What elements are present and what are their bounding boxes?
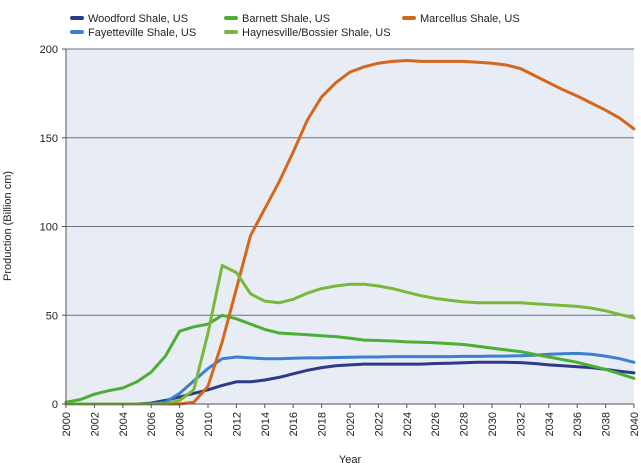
x-tick-label: 2010 xyxy=(203,412,215,436)
x-axis-title: Year xyxy=(339,454,362,466)
x-tick-label: 2008 xyxy=(175,412,187,436)
x-tick-label: 2024 xyxy=(402,412,414,436)
x-tick-label: 2022 xyxy=(373,412,385,436)
legend-label: Fayetteville Shale, US xyxy=(88,27,196,39)
gridlines xyxy=(66,48,634,316)
x-tick-label: 2040 xyxy=(629,412,641,436)
y-axis-ticks: 0 50 100 150 200 xyxy=(40,44,66,411)
x-tick-label: 2030 xyxy=(487,412,499,436)
x-axis-ticks: 2000 2002 2004 2006 2008 2010 2012 2014 2016 2018… xyxy=(61,404,641,436)
x-tick-label: 2038 xyxy=(601,412,613,436)
legend-label: Woodford Shale, US xyxy=(88,13,188,25)
x-tick-label: 2016 xyxy=(288,412,300,436)
x-tick-label: 2018 xyxy=(317,412,329,436)
legend-label: Haynesville/Bossier Shale, US xyxy=(242,27,391,39)
x-tick-label: 2036 xyxy=(572,412,584,436)
y-tick-label: 150 xyxy=(40,133,58,145)
x-tick-label: 2012 xyxy=(231,412,243,436)
x-tick-label: 2006 xyxy=(146,412,158,436)
legend-label: Marcellus Shale, US xyxy=(420,13,520,25)
y-tick-label: 50 xyxy=(46,310,58,322)
y-tick-label: 0 xyxy=(52,399,58,411)
x-tick-label: 2026 xyxy=(430,412,442,436)
x-tick-label: 2002 xyxy=(89,412,101,436)
x-tick-label: 2034 xyxy=(544,412,556,436)
legend: Woodford Shale, US Fayetteville Shale, US… xyxy=(70,13,520,39)
y-tick-label: 200 xyxy=(40,44,58,56)
x-tick-label: 2020 xyxy=(345,412,357,436)
x-tick-label: 2004 xyxy=(118,412,130,436)
series-line-2 xyxy=(64,313,636,404)
y-tick-label: 100 xyxy=(40,222,58,234)
legend-label: Barnett Shale, US xyxy=(242,13,330,25)
x-tick-label: 2014 xyxy=(260,412,272,436)
x-tick-label: 2000 xyxy=(61,412,73,436)
x-tick-label: 2028 xyxy=(459,412,471,436)
y-axis-title: Production (Billion cm) xyxy=(2,171,14,281)
x-tick-label: 2032 xyxy=(515,412,527,436)
